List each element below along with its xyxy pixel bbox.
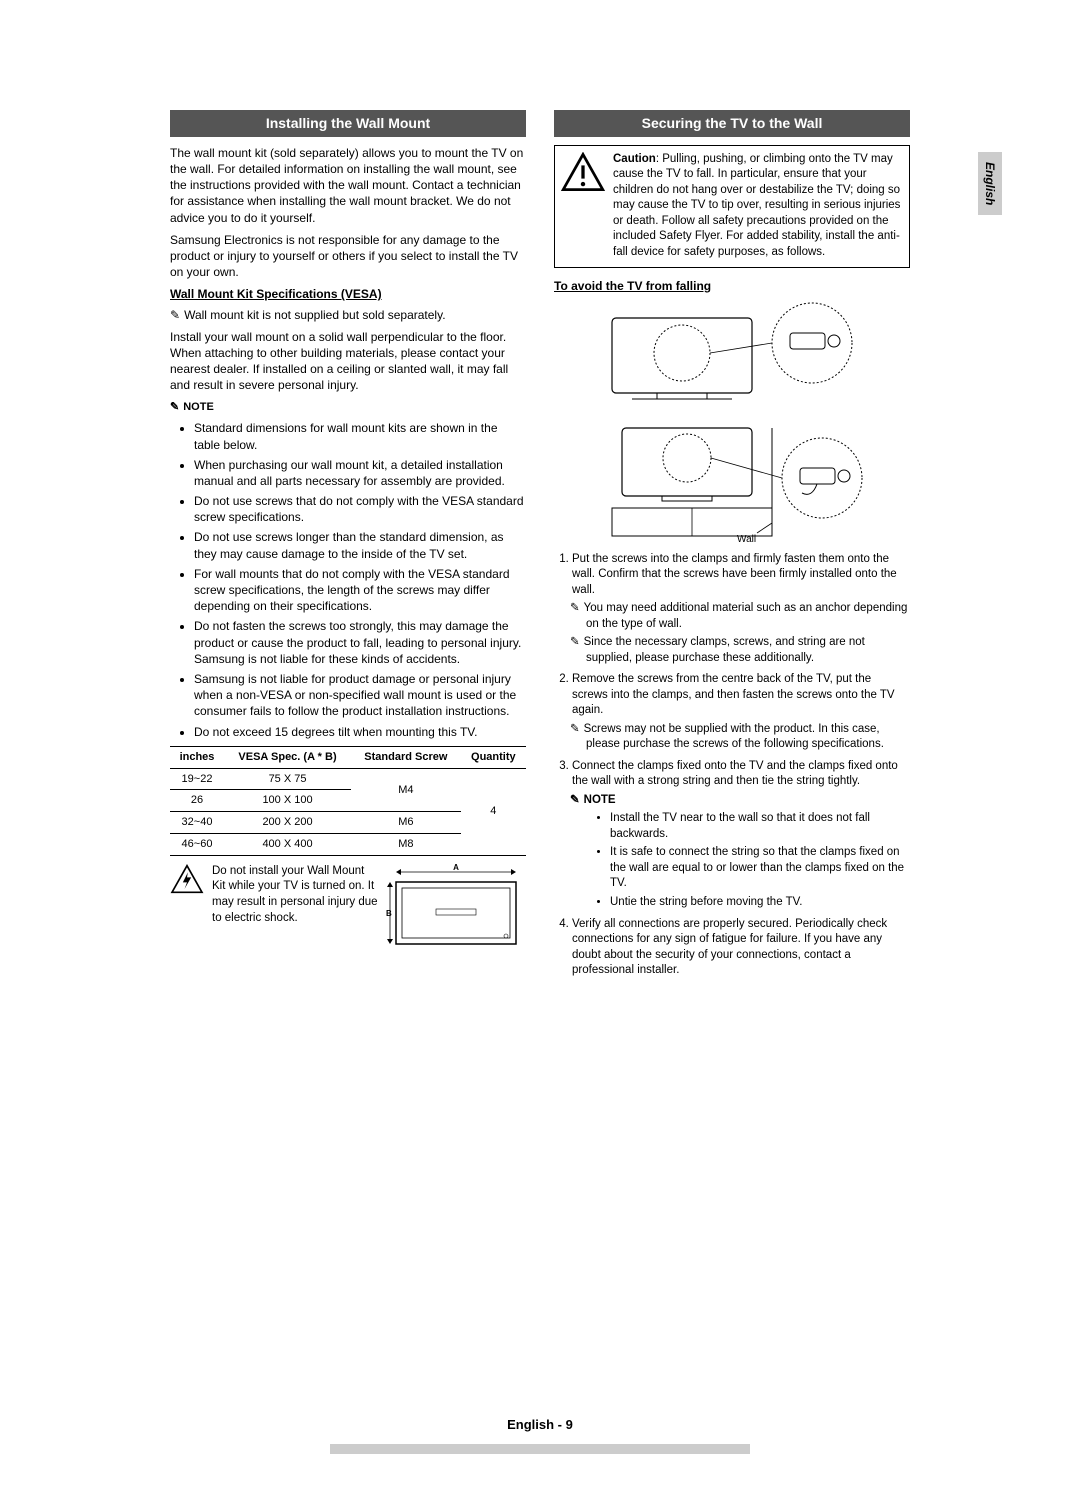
pencil-icon: ✎ <box>570 793 580 809</box>
pencil-icon: ✎ <box>570 635 580 651</box>
anti-fall-diagram: Wall <box>554 298 910 548</box>
right-subheading: To avoid the TV from falling <box>554 278 910 294</box>
table-cell: 32~40 <box>170 812 224 834</box>
left-section-header: Installing the Wall Mount <box>170 110 526 137</box>
left-p3: Install your wall mount on a solid wall … <box>170 329 526 394</box>
table-cell: M6 <box>351 812 461 834</box>
vesa-table: inches VESA Spec. (A * B) Standard Screw… <box>170 746 526 856</box>
pencil-icon: ✎ <box>570 722 580 738</box>
list-item: Standard dimensions for wall mount kits … <box>194 420 526 452</box>
table-cell: 26 <box>170 790 224 812</box>
step-text: Put the screws into the clamps and firml… <box>572 553 897 596</box>
pencil-text: Since the necessary clamps, screws, and … <box>584 636 865 664</box>
left-pencil-note-1: ✎ Wall mount kit is not supplied but sold… <box>170 307 526 323</box>
language-tab: English <box>978 152 1002 215</box>
left-p1: The wall mount kit (sold separately) all… <box>170 145 526 226</box>
list-item: Samsung is not liable for product damage… <box>194 671 526 720</box>
table-cell: M4 <box>351 768 461 812</box>
page-footer: English - 9 <box>0 1416 1080 1434</box>
left-bullet-list: Standard dimensions for wall mount kits … <box>170 420 526 739</box>
footer-bar <box>330 1444 750 1454</box>
note-label: NOTE <box>584 794 616 806</box>
table-cell: 46~60 <box>170 834 224 856</box>
list-item: Do not exceed 15 degrees tilt when mount… <box>194 724 526 740</box>
pencil-text: Screws may not be supplied with the prod… <box>584 723 884 751</box>
step-3: Connect the clamps fixed onto the TV and… <box>572 759 910 911</box>
step-1: Put the screws into the clamps and firml… <box>572 552 910 667</box>
svg-text:A: A <box>453 864 459 872</box>
svg-text:B: B <box>386 909 392 918</box>
right-column: Securing the TV to the Wall Caution: Pul… <box>554 110 910 985</box>
table-cell: M8 <box>351 834 461 856</box>
list-item: When purchasing our wall mount kit, a de… <box>194 457 526 489</box>
note-label: NOTE <box>183 401 214 413</box>
step-text: Connect the clamps fixed onto the TV and… <box>572 760 898 788</box>
list-item: Install the TV near to the wall so that … <box>610 811 910 842</box>
shock-warning-icon <box>170 864 204 894</box>
pencil-note: ✎You may need additional material such a… <box>572 601 910 632</box>
left-subheading-vesa: Wall Mount Kit Specifications (VESA) <box>170 286 526 302</box>
list-item: It is safe to connect the string so that… <box>610 845 910 892</box>
pencil-icon: ✎ <box>170 400 179 415</box>
pencil-icon: ✎ <box>170 307 180 323</box>
step-text: Verify all connections are properly secu… <box>572 918 887 977</box>
caution-icon <box>561 152 605 192</box>
note-heading: ✎ NOTE <box>170 400 526 415</box>
step-4: Verify all connections are properly secu… <box>572 917 910 979</box>
table-cell: 19~22 <box>170 768 224 790</box>
pencil-note: ✎Screws may not be supplied with the pro… <box>572 722 910 753</box>
pencil-text: You may need additional material such as… <box>584 602 908 630</box>
caution-box: Caution: Pulling, pushing, or climbing o… <box>554 145 910 268</box>
pencil-text: Wall mount kit is not supplied but sold … <box>184 308 445 322</box>
step-text: Remove the screws from the centre back o… <box>572 673 895 716</box>
pencil-note: ✎Since the necessary clamps, screws, and… <box>572 635 910 666</box>
svg-text:Wall: Wall <box>737 534 756 545</box>
step-2: Remove the screws from the centre back o… <box>572 672 910 753</box>
shock-warning-text: Do not install your Wall Mount Kit while… <box>212 864 378 926</box>
tv-dimension-diagram: A B <box>386 864 526 958</box>
th-qty: Quantity <box>461 746 526 768</box>
table-cell: 200 X 200 <box>224 812 351 834</box>
list-item: Do not use screws longer than the standa… <box>194 529 526 561</box>
th-screw: Standard Screw <box>351 746 461 768</box>
caution-label: Caution <box>613 153 656 165</box>
list-item: Untie the string before moving the TV. <box>610 895 910 911</box>
step3-bullets: Install the TV near to the wall so that … <box>572 811 910 910</box>
pencil-icon: ✎ <box>570 601 580 617</box>
table-cell: 400 X 400 <box>224 834 351 856</box>
caution-text: : Pulling, pushing, or climbing onto the… <box>613 153 900 258</box>
left-column: Installing the Wall Mount The wall mount… <box>170 110 526 985</box>
list-item: Do not fasten the screws too strongly, t… <box>194 618 526 667</box>
steps-list: Put the screws into the clamps and firml… <box>554 552 910 979</box>
table-cell: 4 <box>461 768 526 855</box>
table-cell: 75 X 75 <box>224 768 351 790</box>
th-inches: inches <box>170 746 224 768</box>
right-section-header: Securing the TV to the Wall <box>554 110 910 137</box>
th-vesa: VESA Spec. (A * B) <box>224 746 351 768</box>
table-cell: 100 X 100 <box>224 790 351 812</box>
list-item: Do not use screws that do not comply wit… <box>194 493 526 525</box>
left-p2: Samsung Electronics is not responsible f… <box>170 232 526 281</box>
note-heading: ✎ NOTE <box>572 793 910 809</box>
shock-warning-row: Do not install your Wall Mount Kit while… <box>170 864 526 958</box>
list-item: For wall mounts that do not comply with … <box>194 566 526 615</box>
